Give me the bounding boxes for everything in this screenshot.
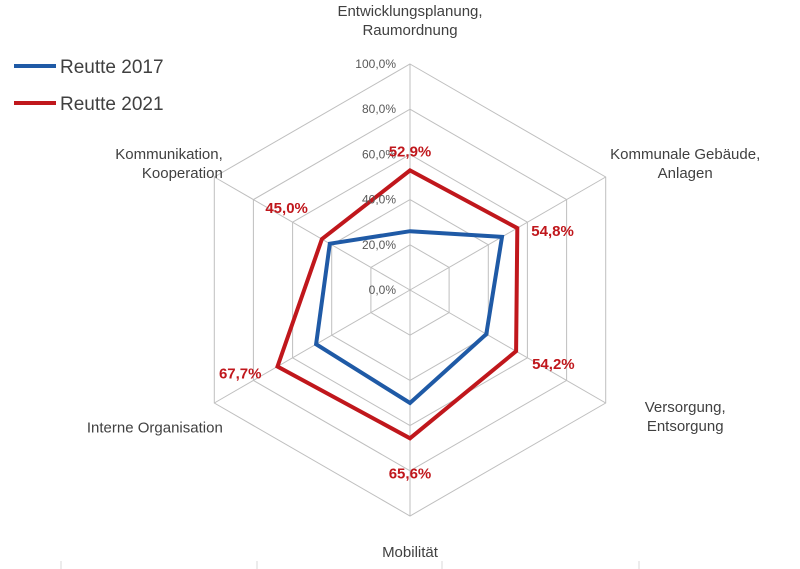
- data-label: 65,6%: [389, 465, 432, 482]
- tick-label: 60,0%: [362, 147, 396, 161]
- tick-label: 40,0%: [362, 193, 396, 207]
- category-label-line: Raumordnung: [362, 22, 457, 39]
- grid-spoke: [214, 176, 411, 291]
- grid-spoke: [409, 289, 606, 404]
- legend-label: Reutte 2017: [60, 57, 164, 78]
- tick-label: 100,0%: [355, 57, 396, 71]
- data-label: 54,8%: [531, 223, 574, 240]
- category-label: Versorgung, Entsorgung: [645, 399, 726, 435]
- series-line: [275, 168, 520, 441]
- series-lines: [275, 168, 520, 441]
- data-label: 54,2%: [532, 356, 575, 373]
- category-label-line: Anlagen: [658, 165, 713, 182]
- grid-spoke: [214, 289, 411, 404]
- bottom-frame: [60, 561, 640, 569]
- category-label: Kommunale Gebäude, Anlagen: [610, 146, 760, 182]
- tick-label: 0,0%: [369, 283, 397, 297]
- legend-label: Reutte 2021: [60, 94, 164, 115]
- category-label: Kommunikation, Kooperation: [115, 146, 223, 182]
- data-label: 67,7%: [219, 366, 262, 383]
- category-labels: Entwicklungsplanung, Raumordnung Kommunale…: [87, 3, 760, 561]
- category-label-line: Mobilität: [382, 544, 439, 561]
- tick-label: 20,0%: [362, 238, 396, 252]
- grid-spoke: [409, 176, 606, 291]
- legend: Reutte 2017 Reutte 2021: [14, 57, 164, 115]
- category-label: Interne Organisation: [87, 420, 223, 437]
- category-label-line: Interne Organisation: [87, 420, 223, 437]
- radial-tick-labels: 0,0% 20,0% 40,0% 60,0% 80,0% 100,0%: [355, 57, 396, 297]
- category-label-line: Entsorgung: [647, 418, 724, 435]
- data-label: 52,9%: [389, 143, 432, 160]
- radar-grid: [213, 63, 607, 517]
- category-label: Mobilität: [382, 544, 439, 561]
- category-label-line: Versorgung,: [645, 399, 726, 416]
- category-label-line: Kommunale Gebäude,: [610, 146, 760, 163]
- category-label-line: Kooperation: [142, 165, 223, 182]
- category-label-line: Entwicklungsplanung,: [337, 3, 482, 20]
- series-line: [313, 229, 505, 406]
- category-label: Entwicklungsplanung, Raumordnung: [337, 3, 482, 39]
- category-label-line: Kommunikation,: [115, 146, 223, 163]
- tick-label: 80,0%: [362, 102, 396, 116]
- data-label: 45,0%: [265, 200, 308, 217]
- data-labels: 52,9% 54,8% 54,2% 65,6% 67,7% 45,0%: [219, 143, 575, 482]
